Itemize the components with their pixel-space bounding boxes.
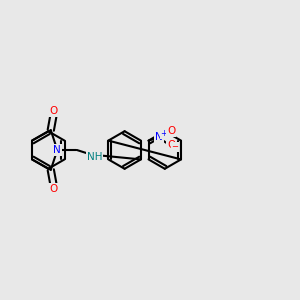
Text: NH: NH — [87, 152, 102, 161]
Text: N: N — [53, 145, 61, 155]
Text: O: O — [49, 184, 58, 194]
Text: O: O — [167, 126, 175, 136]
Text: O: O — [167, 140, 175, 150]
Text: O: O — [49, 106, 58, 116]
Text: +: + — [160, 129, 167, 138]
Text: N: N — [155, 132, 163, 142]
Text: −: − — [172, 142, 178, 152]
